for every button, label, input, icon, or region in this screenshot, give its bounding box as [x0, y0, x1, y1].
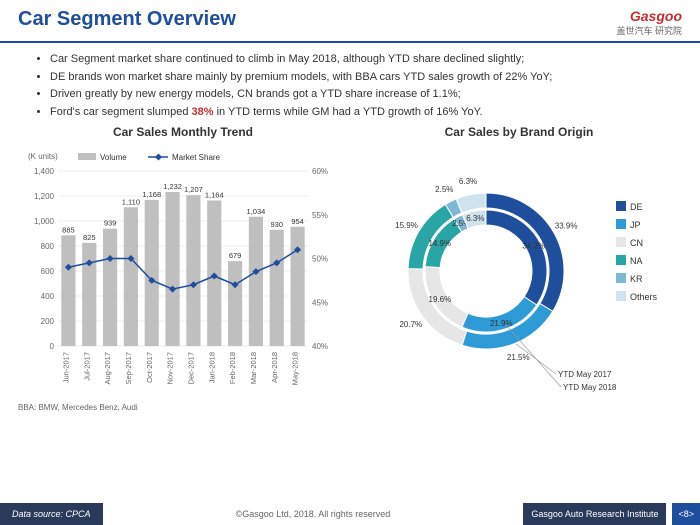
svg-text:NA: NA	[630, 256, 643, 266]
svg-text:33.9%: 33.9%	[555, 222, 578, 231]
svg-text:6.3%: 6.3%	[459, 177, 477, 186]
bar-chart-box: Car Sales Monthly Trend (K units) 0 200 400…	[18, 125, 348, 401]
svg-text:Dec-2017: Dec-2017	[186, 352, 195, 385]
bullet-list: Car Segment market share continued to cl…	[0, 43, 700, 125]
donut-chart-box: Car Sales by Brand Origin 33.9% 21.5% 20.7…	[356, 125, 682, 401]
svg-text:15.9%: 15.9%	[395, 221, 418, 230]
footnote: BBA: BMW, Mercedes Benz, Audi	[0, 401, 700, 414]
svg-text:Mar-2018: Mar-2018	[249, 352, 258, 384]
svg-text:930: 930	[270, 220, 283, 229]
svg-text:45%: 45%	[312, 298, 328, 307]
svg-text:Jun-2017: Jun-2017	[61, 352, 70, 383]
svg-text:50%: 50%	[312, 255, 328, 264]
svg-text:600: 600	[41, 267, 55, 276]
footer-copy: ©Gasgoo Ltd, 2018. All rights reserved	[103, 509, 524, 519]
svg-text:Feb-2018: Feb-2018	[228, 352, 237, 384]
svg-text:939: 939	[104, 219, 117, 228]
footer: Data source: CPCA ©Gasgoo Ltd, 2018. All…	[0, 503, 700, 525]
svg-text:55%: 55%	[312, 211, 328, 220]
svg-text:1,400: 1,400	[34, 167, 55, 176]
svg-text:Nov-2017: Nov-2017	[166, 352, 175, 385]
svg-text:19.6%: 19.6%	[429, 295, 452, 304]
bullet-item: Driven greatly by new energy models, CN …	[50, 86, 670, 103]
svg-text:JP: JP	[630, 220, 641, 230]
charts-row: Car Sales Monthly Trend (K units) 0 200 400…	[0, 125, 700, 401]
svg-text:40%: 40%	[312, 342, 328, 351]
donut-chart-title: Car Sales by Brand Origin	[356, 125, 682, 139]
svg-text:60%: 60%	[312, 167, 328, 176]
svg-text:14.9%: 14.9%	[428, 239, 451, 248]
svg-text:YTD May 2018: YTD May 2018	[563, 383, 617, 392]
bullet-item: DE brands won market share mainly by pre…	[50, 69, 670, 86]
logo-block: Gasgoo 盖世汽车 研究院	[616, 8, 682, 37]
svg-text:1,034: 1,034	[247, 207, 266, 216]
svg-text:1,168: 1,168	[142, 190, 161, 199]
page-title: Car Segment Overview	[18, 8, 236, 31]
svg-text:Apr-2018: Apr-2018	[270, 352, 279, 383]
logo-sub: 盖世汽车 研究院	[616, 24, 682, 37]
svg-text:6.3%: 6.3%	[466, 214, 484, 223]
svg-text:2.5%: 2.5%	[435, 185, 453, 194]
svg-text:800: 800	[41, 242, 55, 251]
footer-inst: Gasgoo Auto Research Institute	[523, 503, 666, 525]
svg-text:May-2018: May-2018	[291, 352, 300, 385]
svg-text:Others: Others	[630, 292, 658, 302]
svg-text:CN: CN	[630, 238, 643, 248]
logo-text: Gasgoo	[616, 8, 682, 24]
header: Car Segment Overview Gasgoo 盖世汽车 研究院	[0, 0, 700, 43]
svg-text:Aug-2017: Aug-2017	[103, 352, 112, 385]
svg-text:Jul-2017: Jul-2017	[82, 352, 91, 381]
bar-chart: (K units) 0 200 400 600 800 1,000 1,200 1,400 40%…	[18, 141, 348, 401]
svg-text:Market Share: Market Share	[172, 153, 221, 162]
svg-text:1,000: 1,000	[34, 217, 55, 226]
page-number: <8>	[672, 503, 700, 525]
svg-text:1,207: 1,207	[184, 185, 203, 194]
svg-text:1,110: 1,110	[122, 197, 140, 206]
svg-text:DE: DE	[630, 202, 643, 212]
svg-text:20.7%: 20.7%	[399, 320, 422, 329]
svg-text:200: 200	[41, 317, 55, 326]
svg-text:34.2%: 34.2%	[522, 242, 545, 251]
svg-text:679: 679	[229, 251, 242, 260]
svg-text:YTD May 2017: YTD May 2017	[558, 370, 612, 379]
svg-text:1,200: 1,200	[34, 192, 55, 201]
svg-text:400: 400	[41, 292, 55, 301]
svg-text:1,164: 1,164	[205, 191, 224, 200]
donut-chart: 33.9% 21.5% 20.7% 15.9% 2.5% 6.3% 34.2% 21.9% 19…	[356, 141, 676, 401]
footer-inst-text: Gasgoo Auto Research Institute	[531, 509, 658, 519]
svg-text:1,232: 1,232	[163, 182, 182, 191]
svg-text:Oct-2017: Oct-2017	[145, 352, 154, 383]
svg-text:KR: KR	[630, 274, 643, 284]
svg-text:954: 954	[291, 217, 304, 226]
bullet-item: Car Segment market share continued to cl…	[50, 51, 670, 68]
svg-text:0: 0	[50, 342, 55, 351]
bullet-item: Ford's car segment slumped 38% in YTD te…	[50, 104, 670, 121]
svg-text:Jan-2018: Jan-2018	[207, 352, 216, 383]
bar-chart-title: Car Sales Monthly Trend	[18, 125, 348, 139]
svg-text:21.5%: 21.5%	[507, 353, 530, 362]
svg-text:Sep-2017: Sep-2017	[124, 352, 133, 385]
svg-text:(K units): (K units)	[28, 152, 58, 161]
svg-text:21.9%: 21.9%	[490, 319, 513, 328]
svg-text:Volume: Volume	[100, 153, 127, 162]
svg-text:885: 885	[62, 225, 75, 234]
svg-text:825: 825	[83, 233, 96, 242]
footer-source: Data source: CPCA	[0, 503, 103, 525]
